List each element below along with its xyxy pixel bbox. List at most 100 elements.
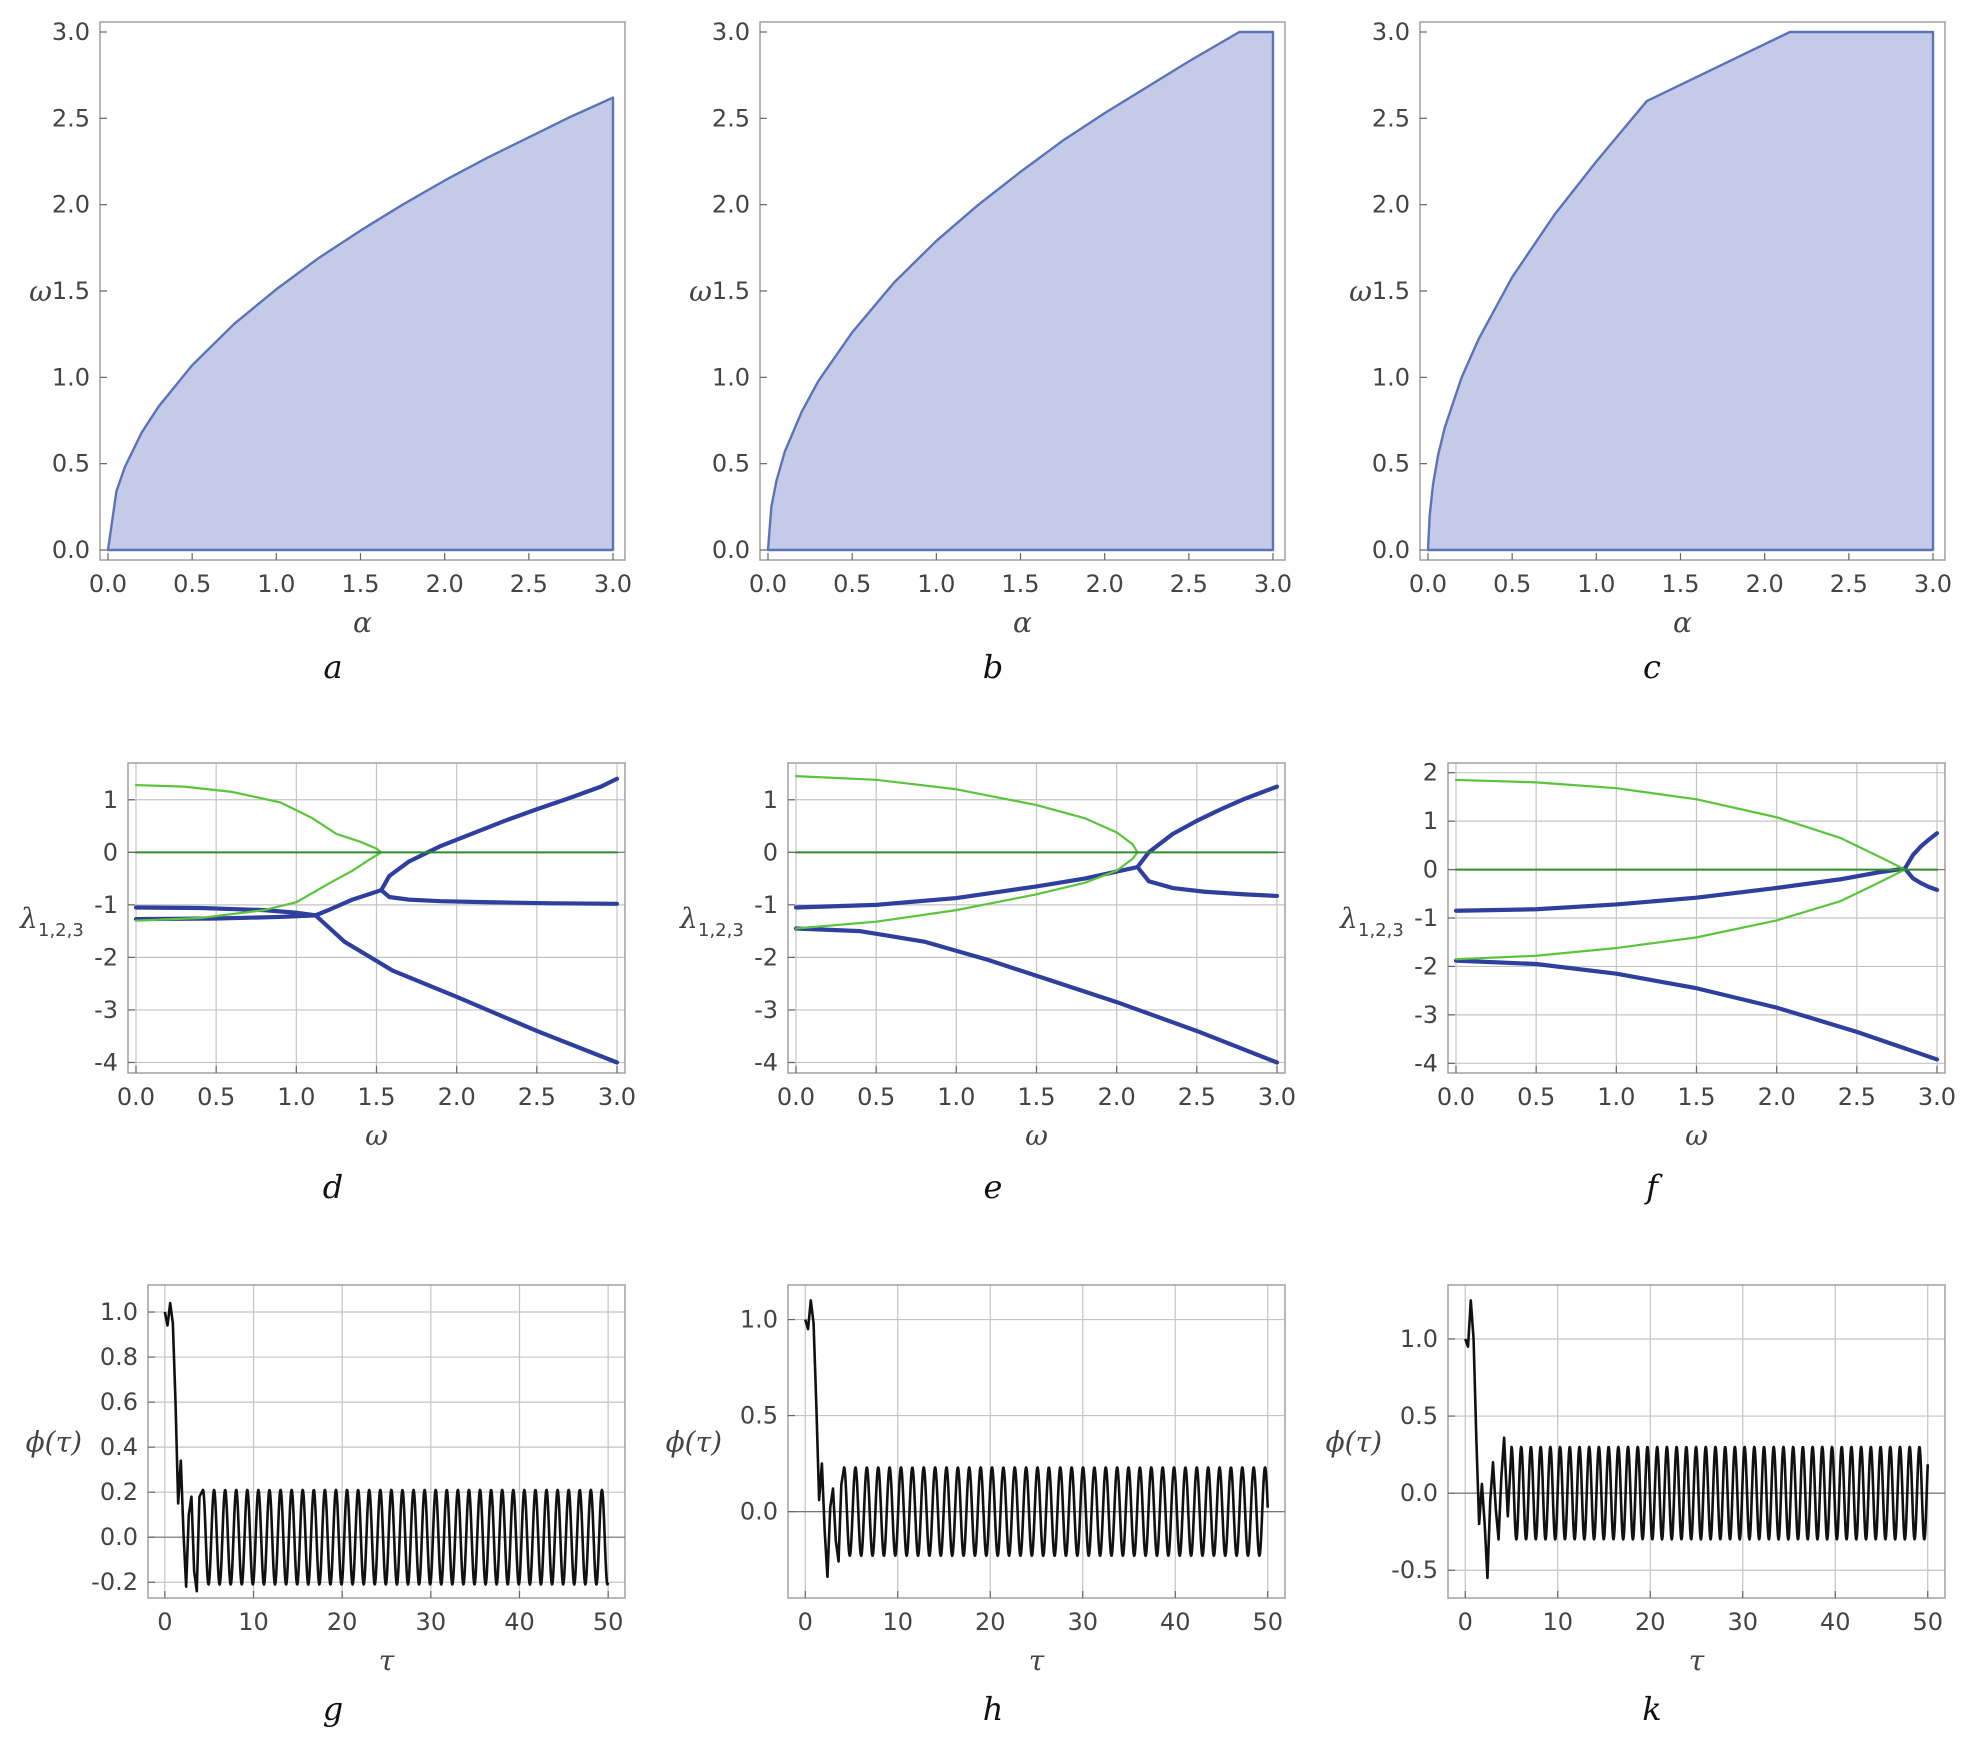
y-tick-label-3: 1.5	[712, 277, 750, 305]
y-axis-label-subscript: 1,2,3	[698, 920, 744, 941]
panel-g: 0 10 20 30 40 50 -0.2 0.0 0.2 0.4 0.6 0.8 1.0 τ ϕ(τ) g	[26, 1284, 626, 1728]
y-tick-label-3: 1.0	[1400, 1325, 1438, 1353]
y-tick-label-2: 0.5	[1400, 1402, 1438, 1430]
y-tick-label-4: 2.0	[712, 191, 750, 219]
x-tick-label-0: 0.0	[749, 570, 787, 598]
x-tick-label-0: 0.0	[777, 1083, 815, 1111]
x-tick-label-3: 30	[1067, 1608, 1098, 1636]
y-tick-label-2: -2	[94, 943, 118, 971]
x-tick-label-5: 2.5	[510, 570, 548, 598]
series-blue-mid	[793, 864, 1140, 910]
series-green-lower	[1454, 868, 1907, 961]
x-tick-label-6: 3.0	[594, 570, 632, 598]
y-tick-label-0: -0.2	[91, 1568, 138, 1596]
series-green-upper	[794, 775, 1139, 854]
panel-f-content: 0.0 0.5 1.0 1.5 2.0 2.5 3.0 -4 -3 -2 -1 0 1 2 ω λ 1,2,3	[1339, 759, 1956, 1152]
x-tick-label-6: 3.0	[1918, 1083, 1956, 1111]
x-tick-label-5: 2.5	[1838, 1083, 1876, 1111]
x-tick-label-5: 50	[1912, 1608, 1943, 1636]
series-blue-low	[133, 913, 620, 1065]
series-green-upper	[134, 783, 383, 854]
panel-a: 0.0 0.5 1.0 1.5 2.0 2.5 3.0 0.0 0.5 1.0 1.5 2.0 2.5 3…	[29, 18, 632, 686]
y-tick-label-5: 1	[763, 786, 778, 814]
series-blue-low	[793, 926, 1280, 1065]
y-tick-label-1: -3	[754, 996, 778, 1024]
caption-c: c	[1643, 648, 1661, 686]
series-blue-low	[1453, 958, 1940, 1062]
plot-frame	[147, 1284, 626, 1599]
x-tick-label-4: 2.0	[438, 1083, 476, 1111]
series-blue-lower-branch	[1902, 866, 1940, 893]
y-tick-label-1: -3	[94, 996, 118, 1024]
caption-h: h	[983, 1690, 1004, 1728]
y-tick-label-6: 3.0	[52, 18, 90, 46]
y-axis-label: ω	[1349, 275, 1372, 308]
x-axis-label: ω	[1685, 1119, 1708, 1152]
x-tick-label-2: 1.0	[257, 570, 295, 598]
stability-region	[106, 96, 615, 552]
series-blue-lower-branch	[1135, 864, 1280, 899]
x-tick-label-2: 1.0	[937, 1083, 975, 1111]
y-tick-label-0: -4	[1414, 1049, 1438, 1077]
y-axis-label-subscript: 1,2,3	[1358, 920, 1404, 941]
y-axis-label: λ	[1339, 902, 1358, 935]
x-tick-label-4: 40	[1160, 1608, 1191, 1636]
y-tick-label-2: -2	[1414, 952, 1438, 980]
x-tick-label-6: 3.0	[598, 1083, 636, 1111]
panel-d: 0.0 0.5 1.0 1.5 2.0 2.5 3.0 -4 -3 -2 -1 0 1 ω λ 1,2,3 d	[19, 762, 636, 1206]
x-tick-label-4: 40	[504, 1608, 535, 1636]
x-axis-label: τ	[379, 1644, 395, 1677]
panel-h-content: 0 10 20 30 40 50 0.0 0.5 1.0 τ ϕ(τ)	[666, 1284, 1286, 1677]
panel-k-content: 0 10 20 30 40 50 -0.5 0.0 0.5 1.0 τ ϕ(τ)	[1326, 1284, 1946, 1677]
panel-a-content: 0.0 0.5 1.0 1.5 2.0 2.5 3.0 0.0 0.5 1.0 1.5 2.0 2.5 3…	[29, 18, 632, 639]
x-tick-label-5: 2.5	[1178, 1083, 1216, 1111]
y-tick-label-1: 0.5	[1372, 450, 1410, 478]
y-tick-label-0: 0.0	[1372, 536, 1410, 564]
panel-b: 0.0 0.5 1.0 1.5 2.0 2.5 3.0 0.0 0.5 1.0 1.5 2.0 2.5 3…	[689, 18, 1292, 686]
y-tick-label-1: 0.5	[712, 450, 750, 478]
y-axis-label: λ	[679, 902, 698, 935]
x-tick-label-0: 0.0	[1409, 570, 1447, 598]
x-axis-label: ω	[1025, 1119, 1048, 1152]
y-tick-label-4: 0	[103, 838, 118, 866]
caption-g: g	[323, 1690, 343, 1728]
x-tick-label-4: 2.0	[1086, 570, 1124, 598]
x-tick-label-4: 2.0	[426, 570, 464, 598]
x-tick-label-1: 0.5	[833, 570, 871, 598]
x-tick-label-3: 1.5	[1001, 570, 1039, 598]
x-tick-label-6: 3.0	[1254, 570, 1292, 598]
y-tick-label-6: 3.0	[712, 18, 750, 46]
x-tick-label-1: 0.5	[1517, 1083, 1555, 1111]
x-tick-label-6: 3.0	[1258, 1083, 1296, 1111]
y-tick-label-6: 3.0	[1372, 18, 1410, 46]
y-axis-label-subscript: 1,2,3	[38, 920, 84, 941]
x-tick-label-0: 0.0	[117, 1083, 155, 1111]
x-tick-label-5: 2.5	[1830, 570, 1868, 598]
y-axis-label: ω	[29, 275, 52, 308]
x-tick-label-0: 0.0	[89, 570, 127, 598]
x-tick-label-0: 0.0	[1437, 1083, 1475, 1111]
y-tick-label-2: 1.0	[712, 363, 750, 391]
stability-region	[766, 30, 1275, 552]
y-tick-label-3: 0.4	[100, 1433, 138, 1461]
x-tick-label-4: 40	[1820, 1608, 1851, 1636]
y-tick-label-0: -4	[754, 1048, 778, 1076]
x-tick-label-6: 3.0	[1914, 570, 1952, 598]
y-tick-label-3: -1	[1414, 904, 1438, 932]
x-axis-label: τ	[1029, 1644, 1045, 1677]
y-tick-label-0: -4	[94, 1048, 118, 1076]
series-blue-mid	[1453, 866, 1908, 913]
caption-b: b	[983, 648, 1003, 686]
x-tick-label-2: 1.0	[1597, 1083, 1635, 1111]
x-tick-label-1: 10	[238, 1608, 269, 1636]
series-green-upper	[1454, 778, 1907, 871]
x-tick-label-0: 0	[157, 1608, 172, 1636]
stability-region	[1426, 30, 1935, 552]
x-tick-label-0: 0	[798, 1608, 813, 1636]
y-tick-label-6: 2	[1423, 759, 1438, 787]
panel-h: 0 10 20 30 40 50 0.0 0.5 1.0 τ ϕ(τ) h	[666, 1284, 1286, 1728]
x-tick-label-1: 0.5	[197, 1083, 235, 1111]
y-tick-label-2: -2	[754, 943, 778, 971]
series-phi	[163, 1301, 610, 1593]
